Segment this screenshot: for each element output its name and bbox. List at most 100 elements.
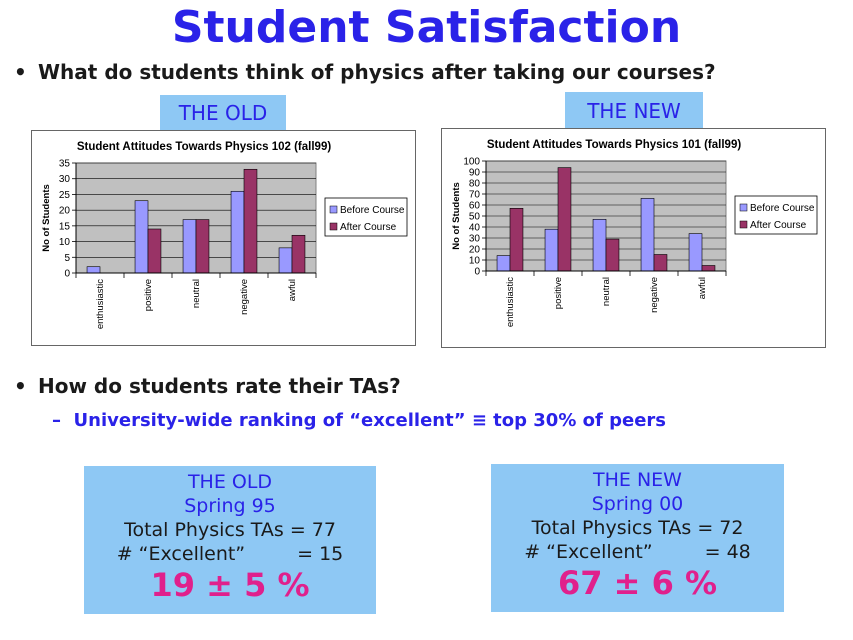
bar	[182, 219, 197, 274]
legend-swatch	[739, 203, 748, 212]
stats-old-heading: THE OLD	[187, 471, 273, 493]
bar	[509, 208, 524, 272]
bar	[86, 266, 101, 274]
excellent-value: 15	[319, 543, 344, 565]
stats-old-total: Total Physics TAs = 77	[84, 518, 376, 542]
tag-new: THE NEW	[565, 92, 703, 130]
bullet-dot: •	[14, 374, 27, 398]
x-tick-label: awful	[697, 277, 708, 299]
total-value: 72	[719, 517, 744, 539]
bullet-text-2: How do students rate their TAs?	[38, 374, 401, 398]
total-eq: =	[697, 517, 714, 539]
stats-old-percent: 19 ± 5 %	[150, 566, 310, 604]
x-tick-label: enthusiastic	[505, 277, 516, 327]
total-label: Total Physics TAs	[531, 517, 692, 539]
legend-box	[734, 195, 818, 235]
y-tick-label: 20	[469, 245, 481, 256]
y-tick-label: 80	[469, 179, 481, 190]
stats-new-term: Spring 00	[591, 493, 684, 515]
legend-label: Before Course	[340, 205, 405, 216]
y-tick-label: 5	[64, 253, 70, 264]
total-label: Total Physics TAs	[124, 519, 284, 541]
y-axis-label: No of Students	[41, 184, 52, 252]
bar	[653, 254, 668, 272]
excellent-label: # “Excellent”	[116, 543, 246, 565]
legend-label: After Course	[340, 222, 397, 233]
bullet-text-1: What do students think of physics after …	[38, 60, 716, 84]
y-tick-label: 10	[59, 237, 71, 248]
bar	[557, 167, 572, 272]
bar	[688, 233, 703, 272]
chart-new-container: Student Attitudes Towards Physics 101 (f…	[441, 128, 826, 348]
excellent-value: 48	[726, 541, 751, 563]
chart-new: Student Attitudes Towards Physics 101 (f…	[451, 139, 818, 327]
y-tick-label: 20	[59, 206, 71, 217]
chart-title: Student Attitudes Towards Physics 102 (f…	[77, 141, 332, 153]
legend-swatch	[329, 222, 338, 231]
bullet-dot: •	[14, 60, 27, 84]
y-tick-label: 100	[463, 157, 480, 168]
bar	[605, 238, 620, 272]
bar	[278, 247, 293, 274]
sub-bullet: – University-wide ranking of “excellent”…	[52, 410, 666, 431]
stats-old-term: Spring 95	[184, 495, 276, 517]
bar	[640, 198, 655, 272]
x-tick-label: neutral	[191, 279, 202, 308]
stats-old-excellent: # “Excellent” = 15	[84, 542, 376, 566]
total-value: 77	[311, 519, 336, 541]
y-tick-label: 70	[469, 190, 481, 201]
bar	[496, 255, 511, 272]
excellent-eq: =	[704, 541, 721, 563]
y-tick-label: 35	[59, 159, 71, 170]
sub-bullet-text: University-wide ranking of “excellent” ≡…	[73, 410, 666, 431]
y-tick-label: 15	[59, 221, 71, 232]
x-tick-label: neutral	[601, 277, 612, 306]
bar	[544, 228, 559, 272]
chart-title: Student Attitudes Towards Physics 101 (f…	[487, 139, 742, 151]
excellent-label: # “Excellent”	[524, 541, 653, 563]
x-tick-label: enthusiastic	[95, 279, 106, 329]
stats-new: THE NEW Spring 00 Total Physics TAs = 72…	[491, 464, 784, 612]
y-axis-label: No of Students	[451, 182, 462, 250]
stats-new-heading: THE NEW	[593, 469, 682, 491]
x-tick-label: negative	[239, 279, 250, 315]
x-tick-label: negative	[649, 277, 660, 313]
bullet-question-1: • What do students think of physics after…	[14, 60, 716, 84]
chart-old-container: Student Attitudes Towards Physics 102 (f…	[31, 130, 416, 346]
legend-label: After Course	[750, 220, 807, 231]
bar	[134, 200, 149, 274]
x-tick-label: positive	[553, 277, 564, 309]
bar	[147, 228, 162, 274]
y-tick-label: 40	[469, 223, 481, 234]
bar	[243, 168, 258, 274]
bar	[592, 219, 607, 272]
bar	[291, 234, 306, 274]
legend-label: Before Course	[750, 203, 815, 214]
excellent-eq: =	[297, 543, 314, 565]
chart-old: Student Attitudes Towards Physics 102 (f…	[41, 141, 408, 329]
y-tick-label: 30	[469, 234, 481, 245]
bar	[195, 219, 210, 274]
y-tick-label: 60	[469, 201, 481, 212]
legend-box	[324, 197, 408, 237]
y-tick-label: 0	[64, 269, 70, 280]
stats-new-total: Total Physics TAs = 72	[491, 516, 784, 540]
stats-old: THE OLD Spring 95 Total Physics TAs = 77…	[84, 466, 376, 614]
bullet-question-2: • How do students rate their TAs?	[14, 374, 401, 398]
total-eq: =	[289, 519, 306, 541]
stats-new-excellent: # “Excellent” = 48	[491, 540, 784, 564]
y-tick-label: 90	[469, 168, 481, 179]
legend-swatch	[329, 205, 338, 214]
x-tick-label: awful	[287, 279, 298, 301]
tag-old: THE OLD	[160, 95, 286, 131]
page-title: Student Satisfaction	[171, 2, 682, 53]
y-tick-label: 25	[59, 190, 71, 201]
stats-new-percent: 67 ± 6 %	[557, 564, 718, 602]
y-tick-label: 10	[469, 256, 481, 267]
bar	[701, 265, 716, 272]
x-tick-label: positive	[143, 279, 154, 311]
legend-swatch	[739, 220, 748, 229]
bar	[230, 190, 245, 274]
y-tick-label: 0	[474, 267, 480, 278]
y-tick-label: 50	[469, 212, 481, 223]
